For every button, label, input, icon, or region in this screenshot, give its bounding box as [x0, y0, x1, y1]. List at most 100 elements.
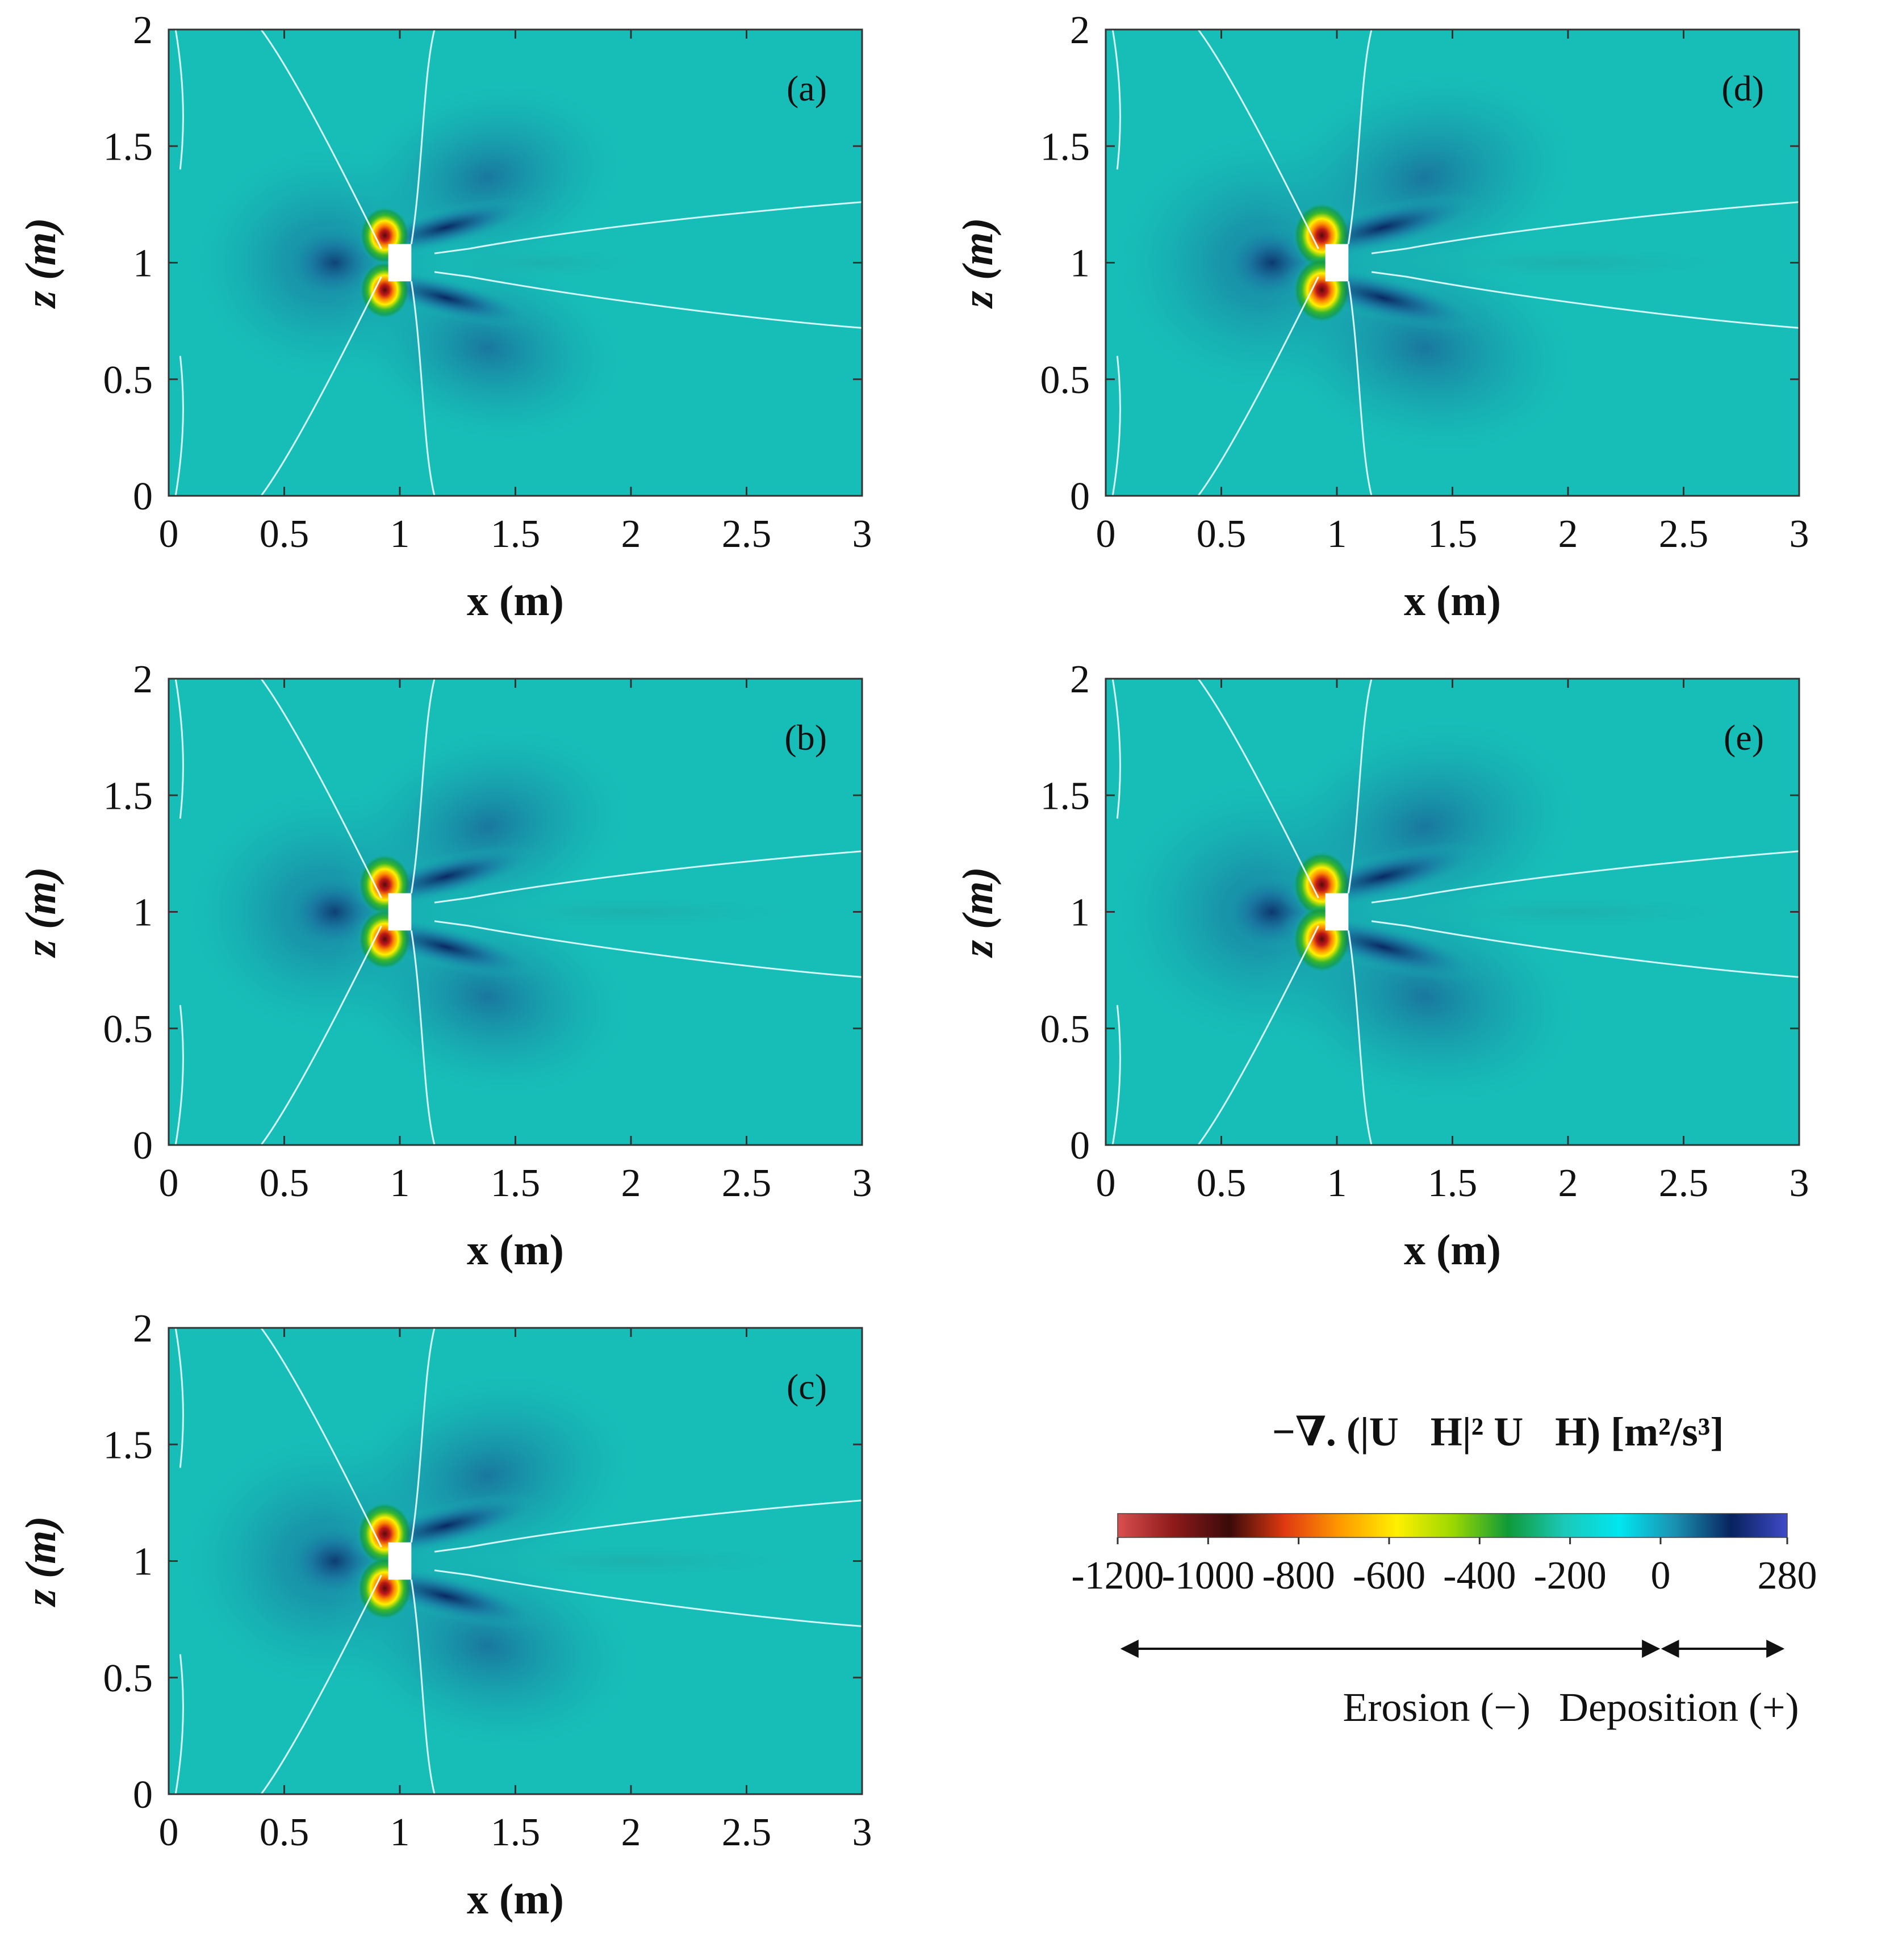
y-tick-label: 0	[133, 475, 153, 519]
x-tick-label: 1	[390, 1811, 410, 1854]
x-tick-label: 2	[621, 1811, 641, 1854]
contour-lines	[174, 1328, 862, 1794]
colorbar-tick-label: -1200	[1071, 1554, 1164, 1598]
panel-label: (b)	[784, 717, 827, 758]
y-tick-label: 1	[1070, 242, 1090, 286]
colorbar-gradient	[1118, 1514, 1787, 1537]
x-tick-label: 3	[852, 1161, 872, 1205]
x-tick-label: 0	[1096, 512, 1116, 556]
colorbar-frame	[1117, 1513, 1788, 1538]
x-tick-label: 2	[1558, 512, 1578, 556]
colorbar-tick-label: -400	[1443, 1554, 1516, 1598]
obstacle	[1325, 893, 1349, 931]
field	[1106, 679, 1799, 1145]
colorbar-tick-label: 0	[1650, 1554, 1670, 1598]
erosion-label: Erosion (−)	[1343, 1685, 1531, 1730]
field	[169, 679, 862, 1145]
y-tick-label: 2	[133, 1307, 153, 1351]
x-tick-label: 1.5	[491, 1811, 541, 1854]
x-tick-label: 0	[159, 1811, 179, 1854]
x-tick-label: 2.5	[722, 1811, 772, 1854]
field	[1106, 30, 1799, 496]
panel-b: 0 0.5 1 1.5 2 2.5 3 0 0.5 1 1.5 2 x (m) z (m) (b)	[17, 658, 872, 1274]
field	[169, 30, 862, 496]
colorbar-tick-label: -1000	[1162, 1554, 1255, 1598]
y-tick-label: 2	[133, 9, 153, 52]
panel-a: 0 0.5 1 1.5 2 2.5 3 0 0.5 1 1.5 2 x (m) z (m) (a)	[17, 9, 872, 625]
panel-e: 0 0.5 1 1.5 2 2.5 3 0 0.5 1 1.5 2 x (m) z (m) (e)	[954, 658, 1809, 1274]
panel-label: (a)	[787, 68, 827, 108]
x-tick-label: 0	[159, 512, 179, 556]
y-tick-label: 1.5	[103, 1423, 153, 1467]
x-tick-label: 0.5	[1197, 1161, 1247, 1205]
x-tick-label: 1	[1327, 512, 1347, 556]
panel-c: 0 0.5 1 1.5 2 2.5 3 0 0.5 1 1.5 2 x (m) z (m) (c)	[17, 1307, 872, 1923]
x-axis-title: x (m)	[467, 577, 564, 625]
field	[169, 1328, 862, 1794]
x-tick-label: 2	[1558, 1161, 1578, 1205]
y-tick-label: 1	[133, 1540, 153, 1584]
y-axis-title: z (m)	[17, 218, 65, 309]
x-tick-label: 2.5	[722, 512, 772, 556]
colorbar-tick-label: -600	[1353, 1554, 1425, 1598]
x-tick-label: 3	[852, 512, 872, 556]
panel-label: (d)	[1721, 68, 1764, 108]
x-tick-label: 0.5	[1197, 512, 1247, 556]
colorbar-tick-label: 280	[1758, 1554, 1817, 1598]
x-tick-label: 0.5	[260, 512, 310, 556]
panel-label: (e)	[1724, 717, 1764, 758]
y-tick-label: 0.5	[103, 1657, 153, 1700]
y-tick-label: 1	[133, 242, 153, 286]
y-tick-label: 0	[1070, 1124, 1090, 1168]
obstacle	[1325, 244, 1349, 282]
x-tick-label: 0	[159, 1161, 179, 1205]
x-axis-title: x (m)	[467, 1875, 564, 1923]
y-tick-label: 2	[1070, 9, 1090, 52]
y-axis-title: z (m)	[954, 867, 1002, 958]
y-tick-label: 1.5	[103, 125, 153, 169]
y-tick-label: 0	[133, 1773, 153, 1817]
y-tick-label: 1	[1070, 891, 1090, 935]
y-tick-label: 1	[133, 891, 153, 935]
x-tick-label: 1.5	[1428, 1161, 1478, 1205]
x-tick-label: 2.5	[722, 1161, 772, 1205]
contour-lines	[1111, 679, 1799, 1145]
x-tick-label: 1.5	[491, 512, 541, 556]
obstacle	[388, 893, 412, 931]
y-tick-label: 1.5	[1040, 774, 1090, 818]
x-tick-label: 0.5	[260, 1811, 310, 1854]
x-axis-title: x (m)	[1404, 577, 1501, 625]
x-axis-title: x (m)	[467, 1226, 564, 1274]
obstacle	[388, 244, 412, 282]
x-tick-label: 3	[1790, 512, 1809, 556]
y-tick-label: 1.5	[1040, 125, 1090, 169]
obstacle	[388, 1542, 412, 1580]
panel-label: (c)	[787, 1366, 827, 1407]
x-tick-label: 2	[621, 512, 641, 556]
x-tick-label: 2.5	[1659, 1161, 1709, 1205]
y-tick-label: 2	[133, 658, 153, 701]
y-tick-label: 0	[133, 1124, 153, 1168]
x-tick-label: 3	[852, 1811, 872, 1854]
x-tick-label: 1	[390, 1161, 410, 1205]
contour-lines	[174, 679, 862, 1145]
y-axis-title: z (m)	[954, 218, 1002, 309]
x-tick-label: 1	[1327, 1161, 1347, 1205]
y-tick-label: 0.5	[1040, 1008, 1090, 1051]
x-tick-label: 0	[1096, 1161, 1116, 1205]
contour-lines	[1111, 30, 1799, 496]
colorbar-tick-label: -800	[1262, 1554, 1335, 1598]
x-tick-label: 1.5	[1428, 512, 1478, 556]
y-axis-title: z (m)	[17, 1516, 65, 1607]
x-axis-title: x (m)	[1404, 1226, 1501, 1274]
x-tick-label: 1	[390, 512, 410, 556]
x-tick-label: 3	[1790, 1161, 1809, 1205]
y-tick-label: 0	[1070, 475, 1090, 519]
panel-d: 0 0.5 1 1.5 2 2.5 3 0 0.5 1 1.5 2 x (m) z (m) (d)	[954, 9, 1809, 625]
y-tick-label: 0.5	[103, 358, 153, 402]
y-tick-label: 0.5	[103, 1008, 153, 1051]
x-tick-label: 1.5	[491, 1161, 541, 1205]
y-tick-label: 1.5	[103, 774, 153, 818]
colorbar-title: −∇. (|U⃗H|² U⃗H) [m²/s³]	[1272, 1409, 1724, 1455]
